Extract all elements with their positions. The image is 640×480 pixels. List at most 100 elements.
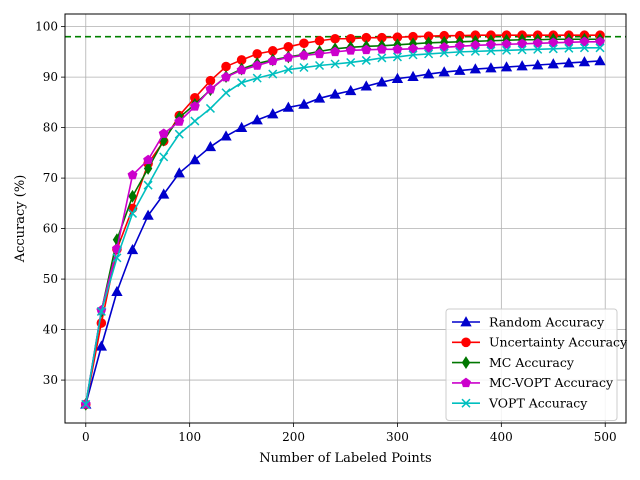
data-point (126, 243, 139, 255)
data-point (564, 43, 574, 53)
data-point (189, 154, 201, 165)
data-point (127, 208, 138, 218)
series-line-vopt-accuracy (84, 47, 601, 405)
data-point (190, 116, 200, 126)
data-point (376, 44, 387, 54)
legend-marker (461, 356, 471, 370)
data-point (283, 52, 294, 62)
legend-marker (460, 316, 472, 327)
data-point (360, 80, 372, 91)
data-point (128, 189, 137, 203)
data-point (314, 35, 325, 46)
data-point (142, 209, 154, 220)
data-point (143, 154, 154, 165)
legend-item-uncertainty-accuracy: Uncertainty Accuracy (452, 335, 628, 350)
data-point (127, 169, 138, 180)
data-point (268, 69, 278, 79)
data-point (237, 78, 247, 88)
y-tick-label: 100 (35, 20, 58, 34)
data-point (500, 61, 513, 72)
data-point (158, 128, 169, 138)
data-point (408, 50, 418, 60)
data-point (346, 57, 356, 68)
data-point (439, 42, 450, 52)
data-point (174, 116, 185, 126)
data-point (267, 108, 279, 119)
data-point (391, 72, 404, 83)
data-point (159, 152, 169, 162)
legend-marker (461, 377, 471, 388)
data-point (486, 46, 496, 56)
data-point (143, 162, 153, 175)
series-line-mc-vopt-accuracy (84, 40, 601, 405)
data-point (204, 140, 217, 152)
x-axis-label: Number of Labeled Points (259, 451, 431, 466)
data-point (236, 64, 247, 75)
data-point (345, 84, 357, 96)
data-point (361, 55, 371, 65)
data-point (377, 53, 387, 63)
data-point (454, 64, 466, 75)
data-point (595, 36, 605, 46)
data-point (595, 43, 605, 53)
y-axis-label: Accuracy (%) (13, 175, 28, 264)
data-point (96, 306, 106, 316)
data-point (299, 62, 309, 73)
data-point (252, 49, 262, 59)
data-point (548, 37, 559, 47)
data-point (563, 37, 574, 47)
grid (65, 14, 626, 423)
data-point (423, 43, 434, 53)
data-point (252, 73, 262, 83)
series-vopt-accuracy (81, 43, 605, 409)
data-point (330, 59, 340, 69)
data-point (221, 88, 231, 98)
data-point (282, 101, 295, 112)
data-point (469, 63, 482, 74)
data-point (329, 88, 341, 99)
data-point (330, 33, 340, 44)
data-point (252, 60, 263, 70)
data-point (220, 130, 232, 141)
data-point (251, 114, 263, 125)
data-point (299, 38, 309, 49)
x-tick-label: 0 (82, 430, 90, 444)
data-point (422, 68, 435, 79)
plot-frame (64, 13, 627, 424)
data-point (548, 44, 558, 54)
series-random-accuracy (80, 55, 606, 409)
legend-box (445, 308, 618, 421)
data-point (376, 76, 388, 87)
series-group (80, 30, 606, 411)
y-tick-label: 70 (43, 171, 58, 185)
y-tick-label: 40 (43, 323, 58, 337)
data-point (485, 39, 496, 50)
data-point (470, 40, 481, 50)
x-tick-label: 200 (282, 430, 305, 444)
data-point (501, 39, 512, 49)
data-point (298, 50, 309, 60)
x-tick-label: 100 (178, 430, 201, 444)
data-point (579, 36, 590, 46)
data-point (470, 46, 480, 56)
data-point (594, 55, 606, 66)
legend-marker (461, 337, 471, 348)
y-tick-label: 50 (43, 272, 58, 286)
legend: Random Accuracy Uncertainty Accuracy MC Ac… (445, 308, 628, 421)
y-tick-label: 30 (43, 373, 58, 387)
legend-item-mc-vopt-accuracy: MC-VOPT Accuracy (452, 375, 614, 390)
data-point (314, 60, 325, 71)
data-point (407, 70, 419, 81)
data-point (532, 59, 544, 70)
data-point (516, 60, 528, 71)
data-point (158, 188, 170, 199)
data-point (578, 56, 591, 67)
axis-ticks: 0 100 200 300 400 500 30 40 50 60 70 80 90 100 (35, 20, 617, 444)
data-point (501, 45, 512, 55)
data-point (143, 180, 153, 190)
data-point (517, 38, 528, 49)
data-point (81, 399, 91, 409)
data-point (314, 48, 325, 59)
